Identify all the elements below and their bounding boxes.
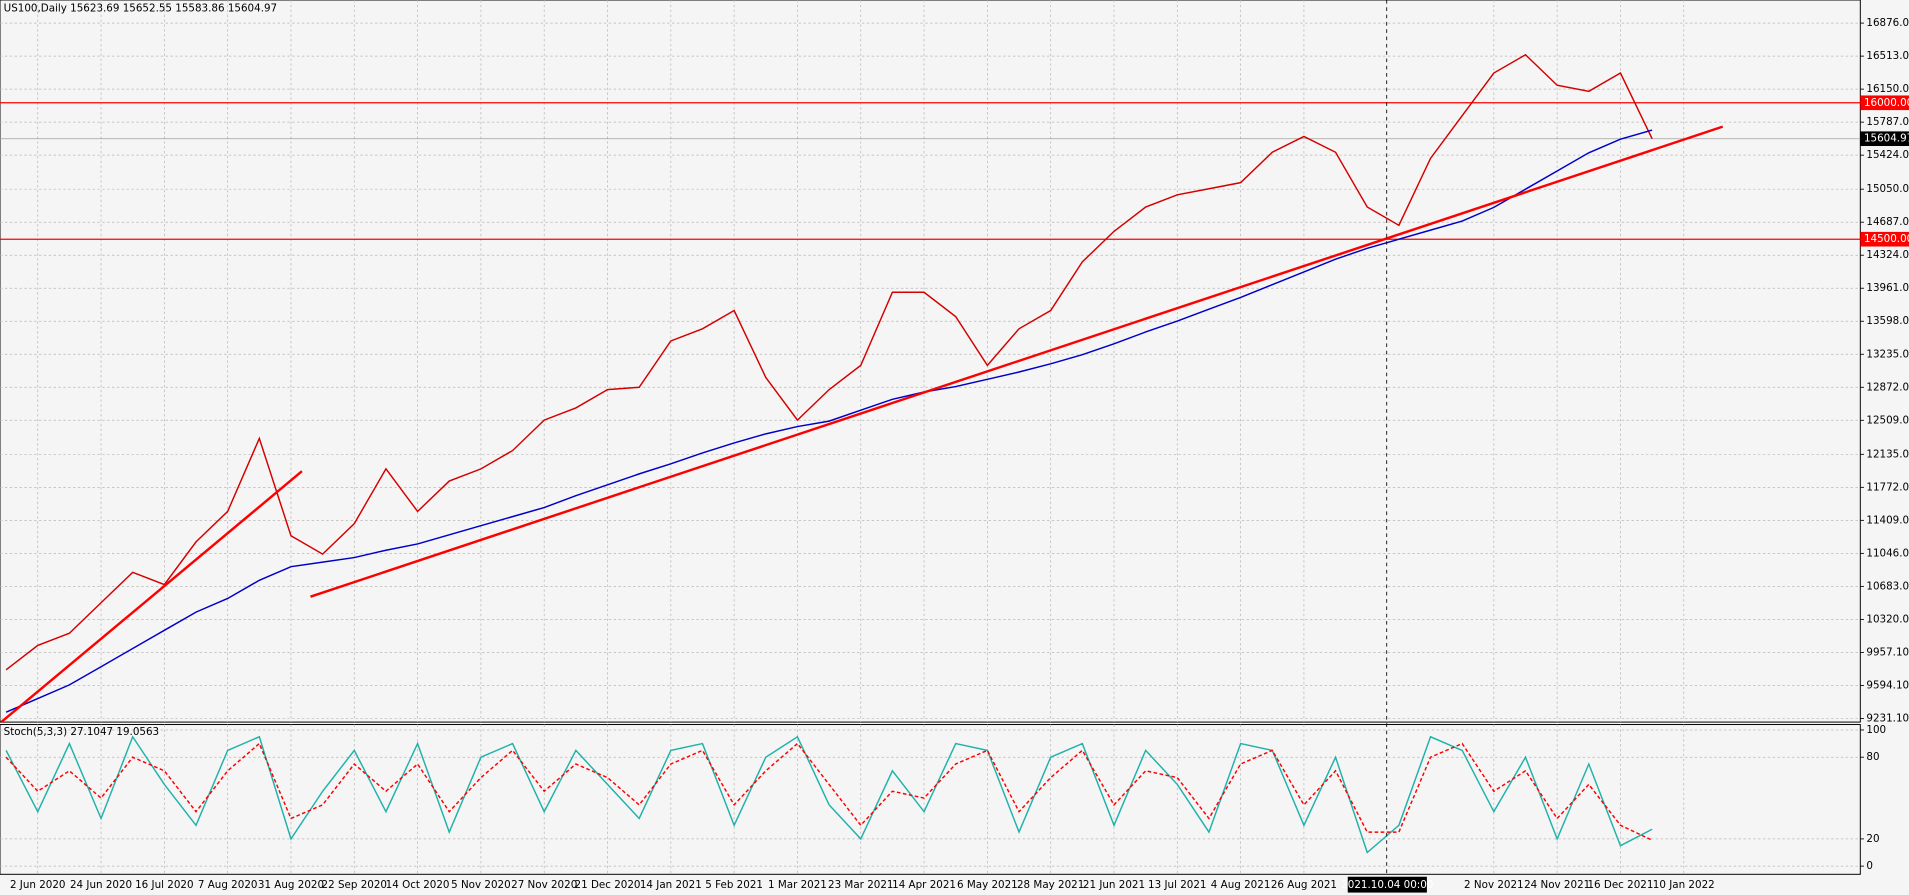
x-tick-label: 6 May 2021 [957, 879, 1018, 891]
y-tick-label: 9594.10 [1866, 679, 1909, 691]
x-tick-label: 2 Jun 2020 [10, 879, 66, 891]
chart-title: US100,Daily 15623.69 15652.55 15583.86 1… [4, 3, 277, 15]
crosshair-label: 2021.10.04 00:00 [1341, 879, 1433, 891]
x-tick-label: 14 Apr 2021 [892, 879, 956, 891]
series-line [5, 129, 1653, 713]
x-tick-label: 26 Aug 2021 [1271, 879, 1337, 891]
series-line [5, 742, 1653, 841]
price-label-bg [1860, 131, 1909, 147]
x-tick-label: 21 Dec 2020 [575, 879, 641, 891]
y-tick-label: 0 [1866, 860, 1873, 872]
main-frame [0, 0, 1861, 723]
x-tick-label: 24 Jun 2020 [70, 879, 132, 891]
level-label: 14500.00 [1864, 233, 1909, 245]
x-tick-label: 7 Aug 2020 [198, 879, 258, 891]
y-tick-label: 13235.00 [1866, 348, 1909, 360]
indicator-title: Stoch(5,3,3) 27.1047 19.0563 [4, 726, 159, 738]
y-tick-label: 15787.00 [1866, 116, 1909, 128]
level-label: 16000.00 [1864, 97, 1909, 109]
y-tick-label: 11772.00 [1866, 481, 1909, 493]
series-line [5, 735, 1653, 854]
y-tick-label: 15050.00 [1866, 183, 1909, 195]
x-tick-label: 21 Jun 2021 [1083, 879, 1145, 891]
x-tick-label: 31 Aug 2020 [258, 879, 324, 891]
level-label-bg [1860, 95, 1909, 111]
trendline [0, 470, 303, 724]
y-tick-label: 100 [1866, 724, 1886, 736]
x-tick-label: 14 Oct 2020 [386, 879, 450, 891]
trendline [310, 125, 1724, 598]
y-tick-label: 11409.00 [1866, 514, 1909, 526]
y-tick-label: 12509.00 [1866, 414, 1909, 426]
x-tick-label: 24 Nov 2021 [1524, 879, 1590, 891]
x-tick-label: 1 Mar 2021 [768, 879, 827, 891]
y-tick-label: 10320.00 [1866, 613, 1909, 625]
x-tick-label: 16 Dec 2021 [1587, 879, 1653, 891]
y-tick-label: 80 [1866, 751, 1879, 763]
y-tick-label: 16513.00 [1866, 50, 1909, 62]
y-tick-label: 12872.00 [1866, 381, 1909, 393]
x-tick-label: 5 Feb 2021 [705, 879, 763, 891]
y-tick-label: 15424.00 [1866, 149, 1909, 161]
y-tick-label: 14324.00 [1866, 249, 1909, 261]
y-tick-label: 10683.00 [1866, 580, 1909, 592]
x-tick-label: 22 Sep 2020 [322, 879, 387, 891]
y-tick-label: 9957.10 [1866, 646, 1909, 658]
x-tick-label: 5 Nov 2020 [451, 879, 511, 891]
y-tick-label: 11046.00 [1866, 547, 1909, 559]
x-tick-label: 23 Mar 2021 [828, 879, 893, 891]
series-line [5, 53, 1653, 671]
x-tick-label: 13 Jul 2021 [1148, 879, 1206, 891]
y-tick-label: 20 [1866, 833, 1879, 845]
y-tick-label: 16150.00 [1866, 83, 1909, 95]
y-tick-label: 13598.00 [1866, 315, 1909, 327]
x-tick-label: 10 Jan 2022 [1653, 879, 1715, 891]
y-tick-label: 13961.00 [1866, 282, 1909, 294]
price-label: 15604.97 [1864, 133, 1909, 145]
y-tick-label: 16876.00 [1866, 17, 1909, 29]
x-tick-label: 14 Jan 2021 [640, 879, 702, 891]
x-tick-label: 2 Nov 2021 [1464, 879, 1524, 891]
y-tick-label: 12135.00 [1866, 448, 1909, 460]
x-tick-label: 4 Aug 2021 [1211, 879, 1271, 891]
y-tick-label: 14687.00 [1866, 216, 1909, 228]
x-tick-label: 28 May 2021 [1017, 879, 1084, 891]
crosshair-label-bg [1347, 876, 1427, 893]
y-tick-label: 9231.10 [1866, 712, 1909, 724]
level-label-bg [1860, 231, 1909, 247]
stoch-frame [0, 724, 1861, 875]
x-tick-label: 27 Nov 2020 [511, 879, 577, 891]
x-tick-label: 16 Jul 2020 [135, 879, 193, 891]
